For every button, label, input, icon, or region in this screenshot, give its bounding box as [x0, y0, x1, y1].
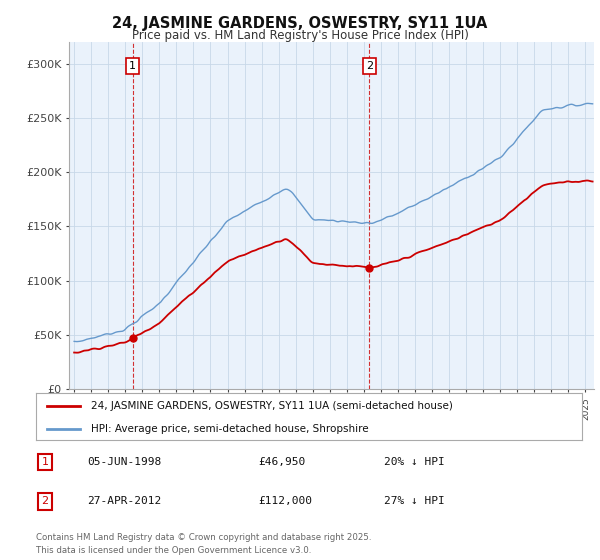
Text: 2: 2 — [41, 496, 49, 506]
Text: 27-APR-2012: 27-APR-2012 — [87, 496, 161, 506]
Text: £46,950: £46,950 — [258, 457, 305, 467]
Text: 2: 2 — [366, 61, 373, 71]
Text: Contains HM Land Registry data © Crown copyright and database right 2025.
This d: Contains HM Land Registry data © Crown c… — [36, 533, 371, 554]
Text: 1: 1 — [129, 61, 136, 71]
Text: Price paid vs. HM Land Registry's House Price Index (HPI): Price paid vs. HM Land Registry's House … — [131, 29, 469, 42]
Text: 24, JASMINE GARDENS, OSWESTRY, SY11 1UA: 24, JASMINE GARDENS, OSWESTRY, SY11 1UA — [112, 16, 488, 31]
Text: HPI: Average price, semi-detached house, Shropshire: HPI: Average price, semi-detached house,… — [91, 424, 368, 435]
Text: 24, JASMINE GARDENS, OSWESTRY, SY11 1UA (semi-detached house): 24, JASMINE GARDENS, OSWESTRY, SY11 1UA … — [91, 401, 452, 411]
Text: 27% ↓ HPI: 27% ↓ HPI — [384, 496, 445, 506]
Text: 1: 1 — [41, 457, 49, 467]
Text: 05-JUN-1998: 05-JUN-1998 — [87, 457, 161, 467]
Text: 20% ↓ HPI: 20% ↓ HPI — [384, 457, 445, 467]
Text: £112,000: £112,000 — [258, 496, 312, 506]
